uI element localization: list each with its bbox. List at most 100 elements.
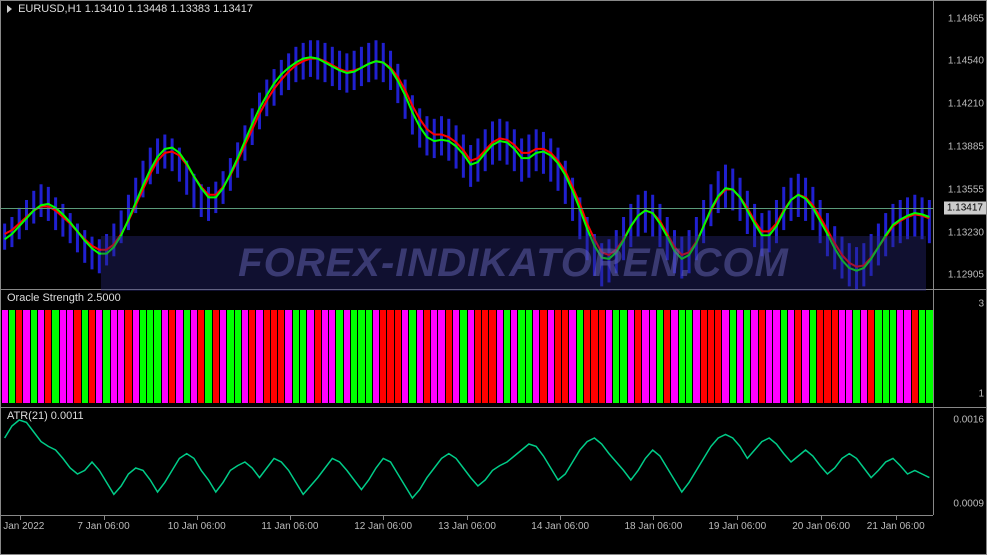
strength-panel[interactable]: Oracle Strength 2.5000 31 [1,289,987,407]
strength-bar [315,310,321,403]
strength-bar [744,310,750,403]
strength-bar [198,310,204,403]
strength-bar [468,310,474,403]
strength-bar [336,310,342,403]
strength-bar [205,310,211,403]
strength-bar [242,310,248,403]
strength-bar [853,310,859,403]
price-y-label: 1.14210 [948,99,984,110]
time-x-label: 14 Jan 06:00 [531,521,589,532]
strength-bar [773,310,779,403]
strength-bar [482,310,488,403]
time-x-label: 7 Jan 06:00 [77,521,129,532]
strength-bar [679,310,685,403]
price-y-label: 1.13555 [948,185,984,196]
ohlc-open: 1.13410 [85,3,125,15]
x-tick [383,516,384,520]
strength-bar [620,310,626,403]
x-tick [467,516,468,520]
strength-bar [256,310,262,403]
x-tick [560,516,561,520]
strength-bar [708,310,714,403]
x-tick [653,516,654,520]
strength-bar [766,310,772,403]
time-x-label: 10 Jan 06:00 [168,521,226,532]
strength-bar [526,310,532,403]
strength-bar [169,310,175,403]
strength-bar [817,310,823,403]
strength-bar [701,310,707,403]
strength-bar [213,310,219,403]
strength-bar [504,310,510,403]
ohlc-close: 1.13417 [213,3,253,15]
strength-bar [839,310,845,403]
strength-bar [162,310,168,403]
strength-bar [45,310,51,403]
strength-y-label: 3 [978,299,984,310]
strength-bar [191,310,197,403]
strength-bar [919,310,925,403]
strength-bar [861,310,867,403]
strength-bar [730,310,736,403]
strength-bar [424,310,430,403]
ohlc-high: 1.13448 [128,3,168,15]
strength-bar [584,310,590,403]
atr-chart-area[interactable] [1,408,933,515]
strength-bar [883,310,889,403]
strength-bar [89,310,95,403]
strength-bar [133,310,139,403]
strength-bar [897,310,903,403]
time-x-label: 19 Jan 06:00 [708,521,766,532]
price-y-label: 1.14540 [948,56,984,67]
strength-bar [599,310,605,403]
strength-bar [569,310,575,403]
strength-bar [657,310,663,403]
strength-bar [140,310,146,403]
strength-bar [329,310,335,403]
strength-bar [380,310,386,403]
strength-bar [402,310,408,403]
strength-bar [671,310,677,403]
strength-bar [293,310,299,403]
strength-bar [577,310,583,403]
strength-bar [802,310,808,403]
strength-bar [220,310,226,403]
symbol-timeframe: EURUSD,H1 [18,3,82,15]
price-y-label: 1.13230 [948,227,984,238]
strength-bar [788,310,794,403]
strength-bar [96,310,102,403]
strength-bar [832,310,838,403]
strength-bar [926,310,932,403]
strength-bar [446,310,452,403]
strength-bar [781,310,787,403]
price-y-label: 1.12905 [948,270,984,281]
strength-bar [125,310,131,403]
strength-bar [118,310,124,403]
strength-chart-area[interactable] [1,290,933,407]
strength-bar [548,310,554,403]
strength-y-axis: 31 [933,290,987,407]
strength-bar [751,310,757,403]
strength-bar [759,310,765,403]
x-tick [20,516,21,520]
x-tick [290,516,291,520]
strength-bar [890,310,896,403]
strength-bar [511,310,517,403]
strength-bar [264,310,270,403]
time-x-axis: 6 Jan 20227 Jan 06:0010 Jan 06:0011 Jan … [1,515,933,535]
strength-bar [23,310,29,403]
time-x-label: 20 Jan 06:00 [792,521,850,532]
atr-panel[interactable]: ATR(21) 0.0011 0.00160.0009 6 Jan 20227 … [1,407,987,535]
strength-bars-container [1,310,933,403]
atr-y-label: 0.0016 [953,415,984,426]
strength-bar [904,310,910,403]
strength-bar [16,310,22,403]
x-tick [896,516,897,520]
expand-icon [7,5,12,13]
strength-bar [650,310,656,403]
strength-bar [635,310,641,403]
atr-title: ATR(21) 0.0011 [7,410,84,422]
strength-bar [300,310,306,403]
strength-bar [31,310,37,403]
time-x-label: 12 Jan 06:00 [354,521,412,532]
